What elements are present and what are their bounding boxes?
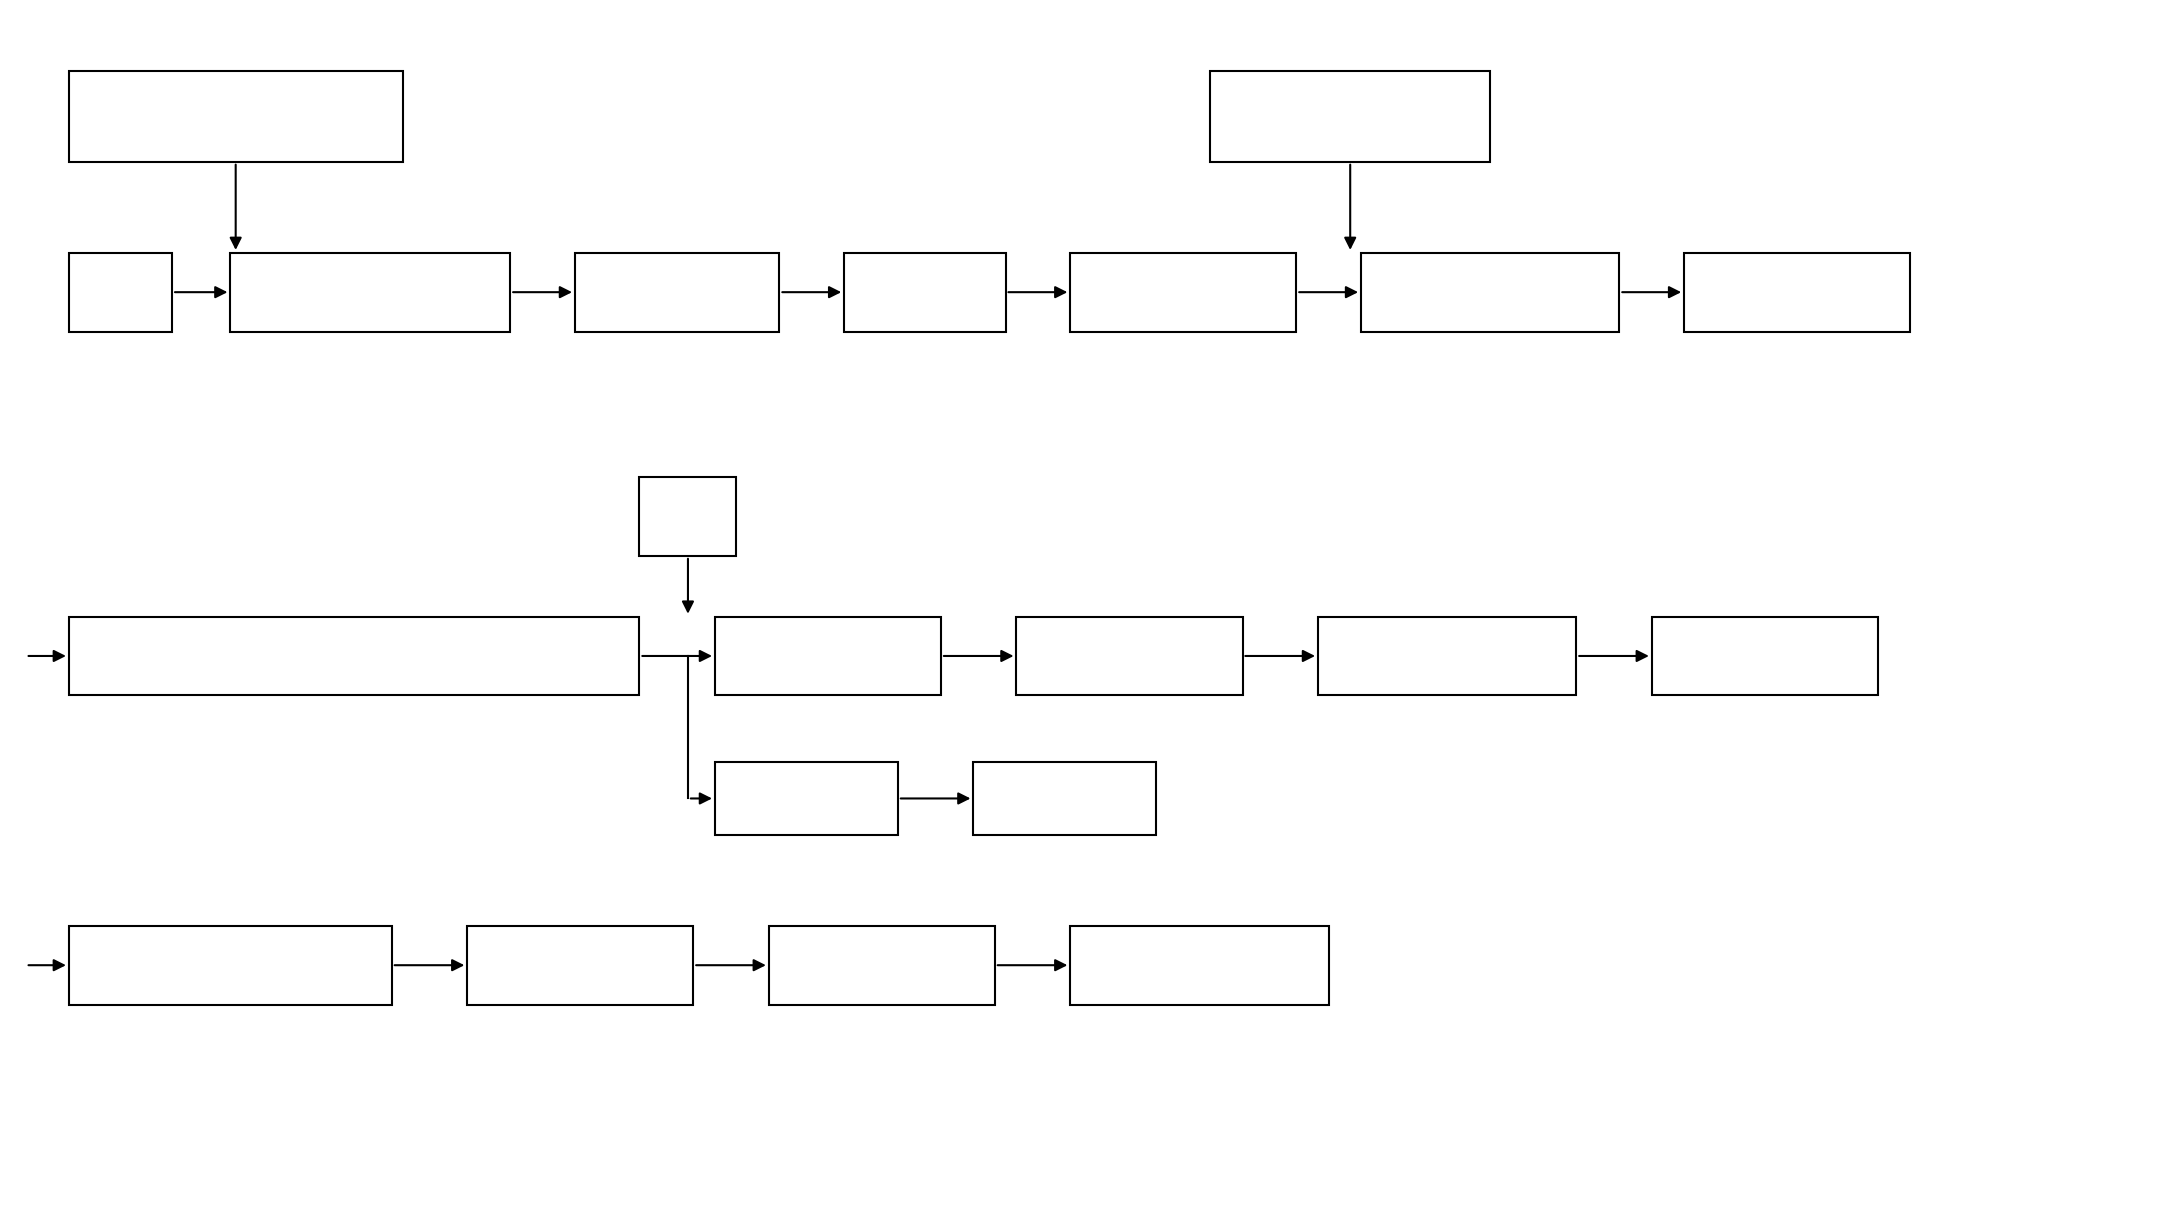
Bar (69, 617, 640, 696)
Bar (640, 477, 737, 556)
Bar (1211, 71, 1490, 162)
Bar (1319, 617, 1576, 696)
Bar (1070, 253, 1297, 332)
Bar (1652, 617, 1879, 696)
Bar (69, 253, 173, 332)
Bar (1684, 253, 1911, 332)
Bar (1070, 926, 1330, 1005)
Bar (1016, 617, 1243, 696)
Bar (770, 926, 995, 1005)
Bar (467, 926, 694, 1005)
Bar (843, 253, 1005, 332)
Bar (1360, 253, 1619, 332)
Bar (69, 71, 402, 162)
Bar (973, 762, 1157, 835)
Bar (69, 926, 391, 1005)
Bar (716, 762, 897, 835)
Bar (575, 253, 780, 332)
Bar (716, 617, 940, 696)
Bar (231, 253, 510, 332)
